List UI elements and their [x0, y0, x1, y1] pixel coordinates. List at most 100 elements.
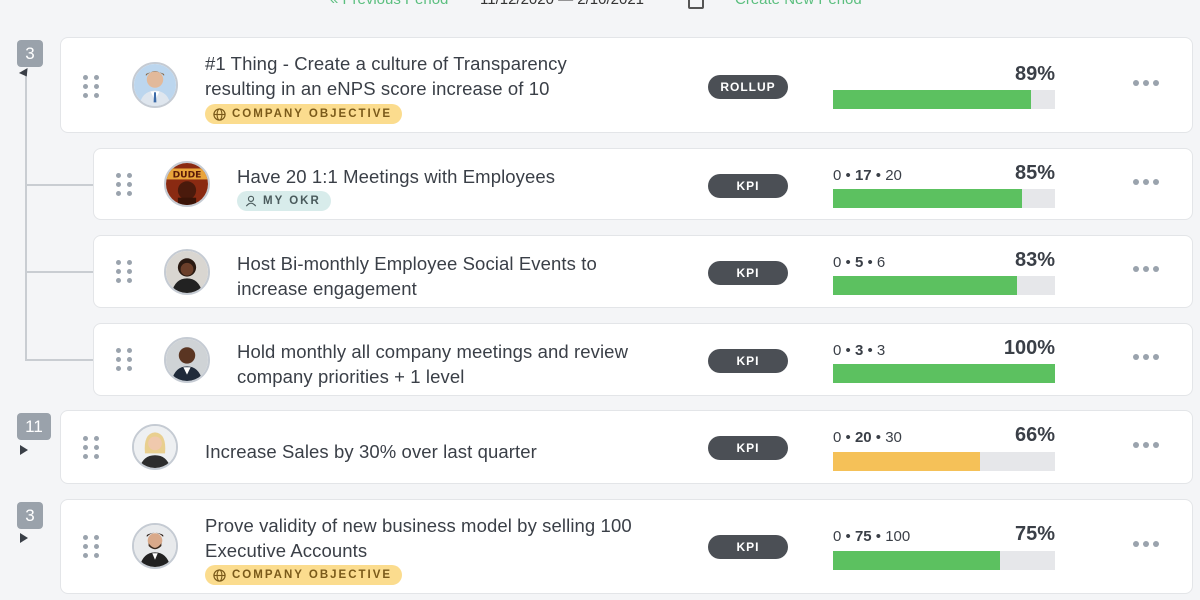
- tree-line-branch: [25, 271, 93, 273]
- kpi-range: 0 • 3 • 3: [833, 342, 886, 359]
- create-period-link[interactable]: Create New Period: [735, 0, 862, 8]
- type-badge: KPI: [708, 535, 788, 559]
- drag-handle-icon[interactable]: [116, 173, 132, 197]
- child-count-badge[interactable]: 3: [17, 40, 43, 67]
- okr-title-line: increase engagement: [237, 278, 417, 299]
- globe-icon: [213, 568, 226, 582]
- progress-fill: [833, 452, 980, 471]
- progress-bar: [833, 189, 1055, 208]
- caret-right-icon[interactable]: [20, 445, 28, 455]
- progress-percent: 100%: [1003, 337, 1055, 359]
- range-current: 3: [854, 342, 864, 359]
- okr-card[interactable]: Prove validity of new business model by …: [60, 499, 1193, 594]
- range-current: 20: [854, 429, 872, 446]
- progress-bar: [833, 276, 1055, 295]
- range-start: 0: [833, 254, 842, 271]
- progress-fill: [833, 276, 1018, 295]
- progress-percent: 85%: [1014, 162, 1055, 184]
- drag-handle-icon[interactable]: [83, 436, 99, 460]
- drag-handle-icon[interactable]: [116, 260, 132, 284]
- progress-percent: 75%: [1014, 523, 1055, 545]
- tree-line-branch: [25, 359, 93, 361]
- more-options-icon[interactable]: [1133, 266, 1159, 272]
- range-target: 3: [876, 342, 886, 359]
- okr-title-line: Prove validity of new business model by …: [205, 515, 632, 536]
- okr-title-line: Executive Accounts: [205, 540, 368, 561]
- okr-title[interactable]: Have 20 1:1 Meetings with Employees: [237, 166, 556, 187]
- range-start: 0: [833, 528, 842, 545]
- type-badge: KPI: [708, 261, 788, 285]
- range-target: 20: [885, 167, 902, 184]
- range-target: 100: [885, 528, 911, 545]
- range-current: 5: [854, 254, 864, 271]
- caret-right-icon[interactable]: [20, 533, 28, 543]
- type-badge: KPI: [708, 174, 788, 198]
- range-start: 0: [833, 342, 842, 359]
- progress-fill: [833, 189, 1022, 208]
- woman-avatar: [164, 249, 210, 295]
- company-objective-tag: COMPANY OBJECTIVE: [205, 565, 403, 585]
- type-badge: ROLLUP: [708, 75, 788, 99]
- okr-title-line: #1 Thing - Create a culture of Transpare…: [205, 53, 567, 74]
- period-range: 11/12/2020 — 2/10/2021: [480, 0, 644, 8]
- okr-card[interactable]: Hold monthly all company meetings and re…: [93, 323, 1193, 396]
- progress-percent: 89%: [1014, 63, 1055, 85]
- okr-title[interactable]: Host Bi-monthly Employee Social Events t…: [237, 251, 597, 301]
- tag-label: COMPANY OBJECTIVE: [232, 108, 393, 120]
- drag-handle-icon[interactable]: [116, 348, 132, 372]
- range-current: 17: [854, 167, 872, 184]
- kpi-range: 0 • 75 • 100: [833, 528, 911, 545]
- drag-handle-icon[interactable]: [83, 535, 99, 559]
- blonde-woman-avatar: [132, 424, 178, 470]
- range-current: 75: [854, 528, 872, 545]
- okr-title-line: Hold monthly all company meetings and re…: [237, 341, 629, 362]
- person-icon: [245, 195, 257, 207]
- type-badge: KPI: [708, 436, 788, 460]
- range-target: 30: [885, 429, 902, 446]
- okr-title[interactable]: #1 Thing - Create a culture of Transpare…: [205, 51, 567, 101]
- okr-title-line: resulting in an eNPS score increase of 1…: [205, 78, 550, 99]
- type-badge: KPI: [708, 349, 788, 373]
- more-options-icon[interactable]: [1133, 541, 1159, 547]
- period-bar: « Previous Period 11/12/2020 — 2/10/2021…: [0, 0, 1200, 11]
- okr-card[interactable]: Host Bi-monthly Employee Social Events t…: [93, 235, 1193, 308]
- okr-title[interactable]: Prove validity of new business model by …: [205, 513, 632, 563]
- progress-fill: [833, 364, 1055, 383]
- progress-percent: 83%: [1014, 249, 1055, 271]
- progress-bar: [833, 364, 1055, 383]
- okr-card[interactable]: #1 Thing - Create a culture of Transpare…: [60, 37, 1193, 133]
- okr-title[interactable]: Hold monthly all company meetings and re…: [237, 339, 628, 389]
- previous-period-link[interactable]: « Previous Period: [330, 0, 448, 8]
- okr-card[interactable]: Increase Sales by 30% over last quarter …: [60, 410, 1193, 484]
- child-count-badge[interactable]: 11: [17, 413, 51, 440]
- kpi-range: 0 • 20 • 30: [833, 429, 902, 446]
- calendar-icon[interactable]: [688, 0, 704, 9]
- okr-title[interactable]: Increase Sales by 30% over last quarter: [205, 441, 537, 462]
- range-start: 0: [833, 429, 842, 446]
- caret-down-icon[interactable]: [18, 67, 32, 80]
- more-options-icon[interactable]: [1133, 179, 1159, 185]
- progress-fill: [833, 551, 1000, 570]
- man-avatar: [164, 337, 210, 383]
- drag-handle-icon[interactable]: [83, 75, 99, 99]
- svg-text:DUDE: DUDE: [173, 171, 202, 181]
- progress-percent: 66%: [1014, 424, 1055, 446]
- my-okr-tag: MY OKR: [237, 191, 331, 211]
- child-count-badge[interactable]: 3: [17, 502, 43, 529]
- tag-label: COMPANY OBJECTIVE: [232, 569, 393, 581]
- more-options-icon[interactable]: [1133, 80, 1159, 86]
- kpi-range: 0 • 17 • 20: [833, 167, 902, 184]
- dude-poster-avatar: DUDE: [164, 161, 210, 207]
- range-target: 6: [876, 254, 886, 271]
- okr-title-line: Host Bi-monthly Employee Social Events t…: [237, 253, 597, 274]
- progress-bar: [833, 90, 1055, 109]
- man-in-suit-avatar: [132, 62, 178, 108]
- bearded-man-avatar: [132, 523, 178, 569]
- okr-card[interactable]: DUDE Have 20 1:1 Meetings with Employees…: [93, 148, 1193, 220]
- range-start: 0: [833, 167, 842, 184]
- progress-fill: [833, 90, 1031, 109]
- okr-title-line: company priorities + 1 level: [237, 366, 465, 387]
- more-options-icon[interactable]: [1133, 354, 1159, 360]
- more-options-icon[interactable]: [1133, 442, 1159, 448]
- globe-icon: [213, 107, 226, 121]
